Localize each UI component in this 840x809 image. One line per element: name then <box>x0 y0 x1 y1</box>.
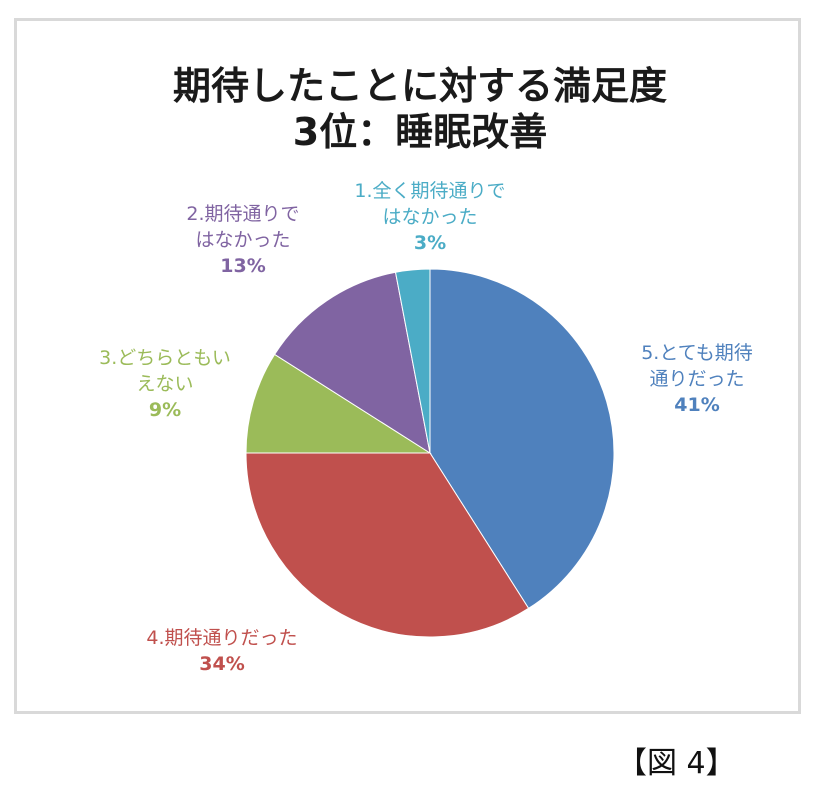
slice-percent-label: 41% <box>674 394 720 416</box>
slice-label-line: 通りだった <box>649 368 745 390</box>
slice-label-line: 4.期待通りだった <box>146 627 298 649</box>
slice-label-line: はなかった <box>382 206 478 228</box>
pie-slice-3 <box>245 353 432 454</box>
slice-label-line: はなかった <box>195 229 291 251</box>
slice-label-5: 1.全く期待通りで はなかった 3% <box>320 178 540 256</box>
chart-title-line2: 3位：睡眠改善 <box>292 110 548 154</box>
slice-percent-label: 3% <box>413 232 447 254</box>
pie-slice-4 <box>273 271 431 455</box>
chart-title-line1: 期待したことに対する満足度 <box>172 64 667 108</box>
pie-slice-5 <box>394 268 431 454</box>
slice-label-4: 2.期待通りで はなかった 13% <box>133 201 353 279</box>
figure-caption: 【図 4】 <box>617 746 736 781</box>
slice-label-line: 1.全く期待通りで <box>354 180 506 202</box>
pie-slice-2 <box>245 452 530 638</box>
pie-slice-1 <box>429 268 615 610</box>
slice-label-line: えない <box>136 373 194 395</box>
slice-label-1: 5.とても期待 通りだった 41% <box>587 340 807 418</box>
slice-label-line: 3.どちらともい <box>99 347 231 369</box>
slice-percent-label: 9% <box>148 399 182 421</box>
slice-label-line: 5.とても期待 <box>641 342 753 364</box>
slice-label-3: 3.どちらともい えない 9% <box>55 345 275 423</box>
slice-label-line: 2.期待通りで <box>186 203 300 225</box>
slice-percent-label: 34% <box>199 653 245 675</box>
slice-percent-label: 13% <box>220 255 266 277</box>
slice-label-2: 4.期待通りだった 34% <box>112 625 332 677</box>
